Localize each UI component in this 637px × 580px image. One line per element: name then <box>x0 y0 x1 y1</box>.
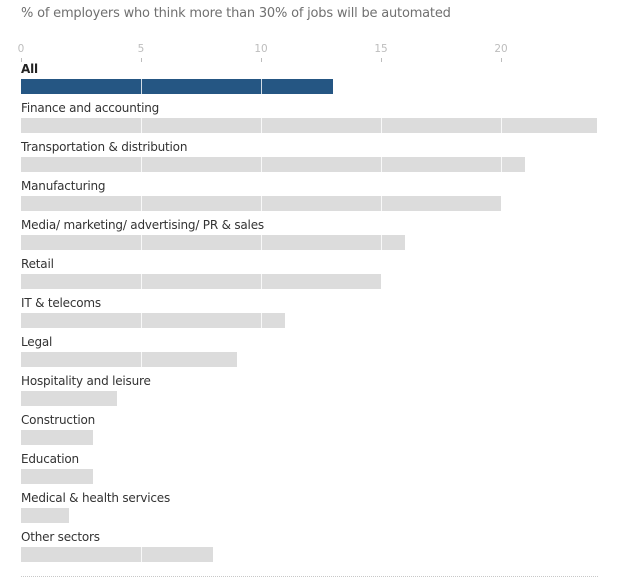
bar <box>21 430 93 445</box>
bar <box>21 118 597 133</box>
gridline <box>261 274 262 289</box>
x-tick-label: 20 <box>494 43 508 55</box>
gridline <box>141 79 142 94</box>
gridline <box>141 118 142 133</box>
gridline <box>261 313 262 328</box>
bar <box>21 235 405 250</box>
gridline <box>261 196 262 211</box>
x-tick-mark <box>141 58 142 62</box>
gridline <box>501 157 502 172</box>
gridline <box>261 79 262 94</box>
gridline <box>141 313 142 328</box>
x-tick-mark <box>501 58 502 62</box>
chart-baseline <box>21 576 598 577</box>
bar-label: Education <box>21 452 79 466</box>
gridline <box>261 235 262 250</box>
x-tick-mark <box>381 58 382 62</box>
bar-label: Retail <box>21 257 54 271</box>
gridline <box>381 196 382 211</box>
gridline <box>381 157 382 172</box>
bar-label: Medical & health services <box>21 491 170 505</box>
gridline <box>381 118 382 133</box>
x-tick-label: 5 <box>137 43 145 55</box>
bar <box>21 157 525 172</box>
x-tick-mark <box>261 58 262 62</box>
bar-label: Other sectors <box>21 530 100 544</box>
bar-label: Transportation & distribution <box>21 140 188 154</box>
bar-label: Legal <box>21 335 53 349</box>
gridline <box>501 118 502 133</box>
gridline <box>381 235 382 250</box>
bar <box>21 79 333 94</box>
x-tick-mark <box>21 58 22 62</box>
bar <box>21 352 237 367</box>
bar <box>21 274 381 289</box>
bar <box>21 508 69 523</box>
bar-label: Construction <box>21 413 96 427</box>
gridline <box>141 196 142 211</box>
bar-label: Media/ marketing/ advertising/ PR & sale… <box>21 218 264 232</box>
bar-label: Hospitality and leisure <box>21 374 151 388</box>
x-tick-label: 0 <box>17 43 25 55</box>
x-tick-label: 10 <box>254 43 268 55</box>
gridline <box>141 235 142 250</box>
bar-label: IT & telecoms <box>21 296 101 310</box>
bar <box>21 469 93 484</box>
bar-label: Finance and accounting <box>21 101 160 115</box>
gridline <box>141 274 142 289</box>
bar <box>21 313 285 328</box>
chart-title: % of employers who think more than 30% o… <box>21 6 451 21</box>
bar <box>21 547 213 562</box>
bar-label: All <box>21 62 38 76</box>
gridline <box>141 352 142 367</box>
bar-label: Manufacturing <box>21 179 106 193</box>
gridline <box>141 547 142 562</box>
gridline <box>261 118 262 133</box>
x-tick-label: 15 <box>374 43 388 55</box>
gridline <box>141 157 142 172</box>
gridline <box>261 157 262 172</box>
bar <box>21 391 117 406</box>
